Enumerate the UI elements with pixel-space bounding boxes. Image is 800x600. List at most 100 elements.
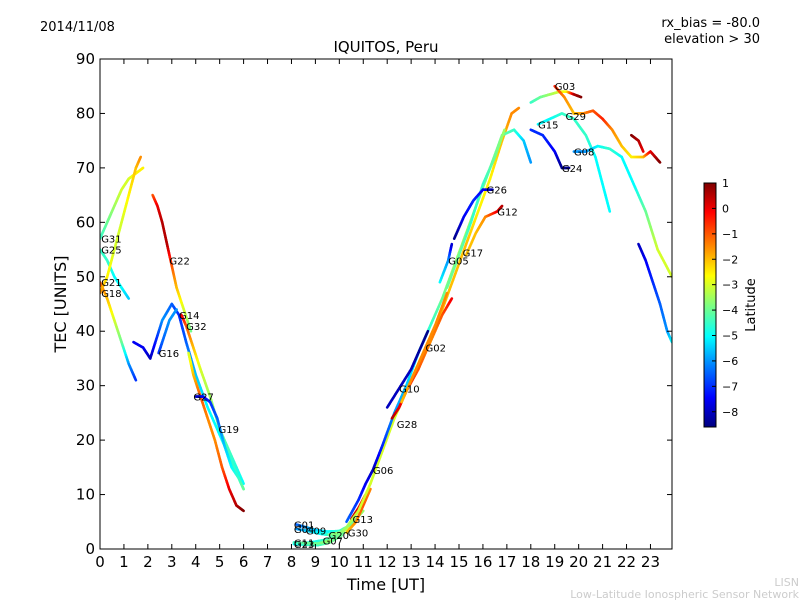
x-tick-label: 0	[95, 553, 105, 571]
y-tick-label: 20	[76, 431, 95, 449]
series-point	[449, 297, 454, 302]
colorbar-tick-label: −5	[722, 330, 738, 343]
colorbar-tick-label: −8	[722, 406, 738, 419]
series-g11	[292, 539, 332, 545]
x-tick-label: 16	[473, 553, 492, 571]
series-label-g24: G24	[562, 164, 582, 175]
series-g07	[294, 106, 521, 545]
series-label-g27: G27	[193, 393, 213, 404]
y-axis-label: TEC [UNITS]	[51, 256, 70, 354]
series-g15	[529, 90, 583, 104]
x-tick-label: 4	[191, 553, 201, 571]
series-label-g26: G26	[487, 186, 507, 197]
series-point	[368, 487, 372, 493]
series-label-g06: G06	[373, 466, 393, 477]
series-label-g08: G08	[574, 148, 594, 159]
series-g29	[536, 112, 612, 213]
x-tick-label: 5	[215, 553, 225, 571]
x-tick-label: 19	[545, 553, 564, 571]
series-label-g21: G21	[101, 278, 121, 289]
x-tick-label: 14	[426, 553, 445, 571]
x-tick-label: 7	[263, 553, 273, 571]
series-point	[188, 327, 193, 333]
series-label-g03: G03	[555, 82, 575, 93]
series-g17	[445, 128, 506, 289]
footer-lisn: LISN	[774, 576, 799, 589]
series-label-g11: G11	[294, 538, 314, 549]
x-tick-label: 1	[119, 553, 129, 571]
x-tick-label: 6	[239, 553, 249, 571]
series-label-g01: G01	[294, 521, 314, 532]
series-g12	[464, 204, 504, 257]
series-g31	[100, 166, 145, 240]
x-tick-label: 15	[449, 553, 468, 571]
series-label-g25: G25	[101, 246, 121, 257]
series-g25	[100, 248, 131, 300]
x-tick-label: 3	[167, 553, 177, 571]
x-tick-label: 17	[497, 553, 516, 571]
colorbar-tick-label: 0	[722, 202, 729, 215]
series-label-g17: G17	[463, 248, 483, 259]
date-label: 2014/11/08	[40, 20, 115, 35]
y-tick-label: 30	[76, 377, 95, 395]
series-label-g22: G22	[169, 256, 189, 267]
series-label-g14: G14	[179, 311, 199, 322]
y-tick-label: 90	[76, 50, 95, 68]
series-point	[174, 308, 178, 312]
series-label-g07: G07	[323, 536, 343, 547]
series-point	[425, 329, 430, 335]
x-axis-label: Time [UT]	[346, 575, 425, 594]
colorbar-tick-label: 1	[722, 177, 729, 190]
y-tick-label: 60	[76, 213, 95, 231]
x-tick-label: 21	[593, 553, 612, 571]
y-tick-label: 40	[76, 322, 95, 340]
series-point	[141, 166, 145, 170]
series-label-g28: G28	[397, 420, 417, 431]
series-label-g20: G20	[329, 531, 349, 542]
colorbar-tick-label: −4	[722, 304, 738, 317]
series-g19	[194, 395, 245, 491]
series-label-g12: G12	[497, 207, 517, 218]
colorbar-tick-label: −3	[722, 279, 738, 292]
x-tick-label: 11	[354, 553, 373, 571]
series-label-g05: G05	[448, 256, 468, 267]
series-point	[241, 479, 245, 485]
series-g03	[553, 84, 662, 164]
series-label-g15: G15	[538, 120, 558, 131]
colorbar-tick-label: −1	[722, 228, 738, 241]
x-tick-label: 20	[569, 553, 588, 571]
y-tick-label: 70	[76, 159, 95, 177]
series-point	[241, 509, 245, 513]
series-label-g23: G23	[294, 540, 314, 551]
series-g05	[438, 242, 454, 284]
x-tick-label: 13	[402, 553, 421, 571]
series-label-g16: G16	[159, 349, 179, 360]
series-label-g04: G04	[294, 525, 314, 536]
series-label-g29: G29	[565, 112, 585, 123]
series-label-g32: G32	[186, 322, 206, 333]
series-label-g19: G19	[218, 425, 238, 436]
rx-bias-label: rx_bias = -80.0	[661, 16, 760, 31]
x-tick-label: 8	[287, 553, 297, 571]
y-tick-label: 10	[76, 486, 95, 504]
series-point	[516, 106, 521, 110]
y-tick-label: 50	[76, 268, 95, 286]
series-label-g30: G30	[348, 529, 368, 540]
series-g24	[529, 128, 571, 170]
series-point	[126, 296, 131, 300]
series-label-g13: G13	[352, 515, 372, 526]
series-g10	[385, 329, 430, 409]
series-label-g18: G18	[101, 289, 121, 300]
colorbar-gradient	[703, 182, 717, 428]
series-point	[444, 291, 449, 298]
series-point	[339, 534, 344, 538]
x-tick-label: 18	[521, 553, 540, 571]
series-point	[133, 377, 138, 382]
x-tick-label: 9	[311, 553, 321, 571]
series-label-g31: G31	[101, 235, 121, 246]
series-label-g09: G09	[306, 526, 326, 537]
colorbar-tick-label: −7	[722, 380, 738, 393]
series-g27	[187, 351, 245, 513]
